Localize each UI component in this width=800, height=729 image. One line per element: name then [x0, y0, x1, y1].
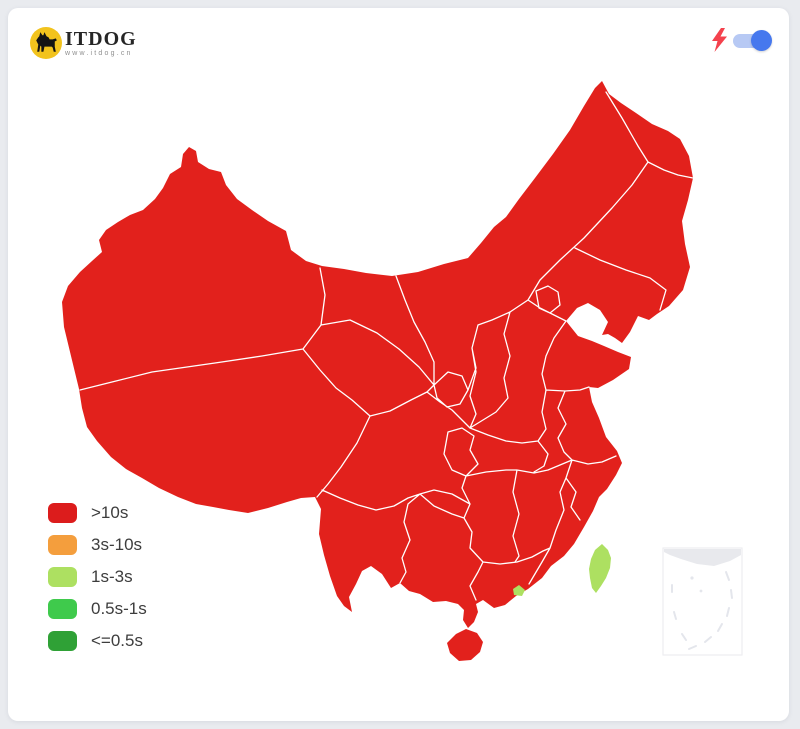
region-hongkong[interactable] [513, 585, 525, 596]
map-mode-toggle[interactable] [733, 30, 772, 51]
logo-title: ITDOG [65, 28, 137, 50]
inset-dash-line [671, 571, 733, 650]
legend-item: 0.5s-1s [48, 599, 147, 619]
legend-swatch [48, 567, 77, 587]
region-mainland[interactable] [62, 81, 693, 628]
legend-item: <=0.5s [48, 631, 147, 651]
region-hainan[interactable] [447, 629, 483, 661]
inset-island [699, 589, 703, 593]
legend-swatch [48, 631, 77, 651]
latency-legend: >10s 3s-10s 1s-3s 0.5s-1s <=0.5s [48, 503, 147, 663]
lightning-icon[interactable] [710, 28, 728, 52]
region-taiwan[interactable] [589, 544, 611, 593]
dog-icon [36, 32, 57, 52]
legend-label: <=0.5s [91, 631, 143, 650]
legend-label: 0.5s-1s [91, 599, 147, 618]
itdog-logo[interactable]: ITDOG www.itdog.cn [30, 27, 137, 59]
legend-label: 3s-10s [91, 535, 143, 554]
header-controls [708, 27, 772, 53]
legend-label: 1s-3s [91, 567, 133, 586]
province-borders [79, 91, 693, 601]
toggle-knob[interactable] [751, 30, 772, 51]
legend-item: 3s-10s [48, 535, 147, 555]
legend-swatch [48, 535, 77, 555]
logo-subtitle: www.itdog.cn [65, 50, 133, 57]
legend-label: >10s [91, 503, 129, 522]
legend-swatch [48, 599, 77, 619]
inset-island [690, 576, 694, 580]
legend-item: >10s [48, 503, 147, 523]
inset-coast [664, 549, 741, 566]
south-china-sea-inset [662, 547, 743, 656]
legend-item: 1s-3s [48, 567, 147, 587]
legend-swatch [48, 503, 77, 523]
